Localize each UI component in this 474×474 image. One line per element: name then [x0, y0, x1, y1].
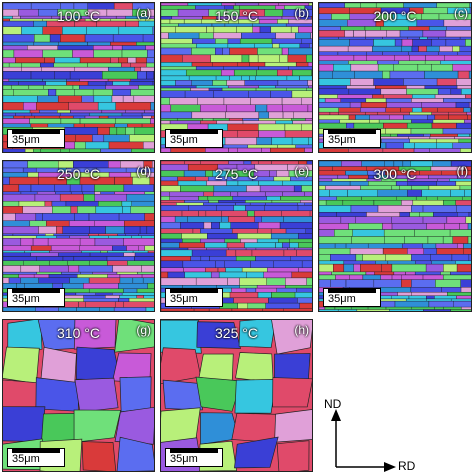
- ebsd-map-b: [161, 3, 312, 152]
- panel-tag: (a): [136, 6, 151, 20]
- panel-temperature: 275 °C: [215, 166, 258, 182]
- scale-bar-line: [170, 449, 218, 453]
- ebsd-panel-h: 325 °C (h) 35μm: [160, 319, 313, 472]
- scale-bar: 35μm: [7, 129, 65, 148]
- panel-tag: (b): [294, 6, 309, 20]
- ebsd-panel-a: 100 °C (a) 35μm: [2, 2, 155, 153]
- scale-bar: 35μm: [323, 129, 381, 148]
- ebsd-panel-g: 310 °C (g) 35μm: [2, 319, 155, 472]
- panel-temperature: 325 °C: [215, 325, 258, 341]
- scale-bar: 35μm: [165, 448, 223, 467]
- ebsd-map-c: [319, 3, 471, 152]
- scale-bar: 35μm: [165, 129, 223, 148]
- scale-bar-line: [170, 289, 218, 293]
- scale-bar-label: 35μm: [170, 293, 198, 305]
- panel-tag: (f): [456, 164, 468, 178]
- panel-tag: (d): [136, 164, 151, 178]
- panel-temperature: 250 °C: [57, 166, 100, 182]
- ebsd-panel-c: 200 °C (c) 35μm: [318, 2, 472, 153]
- scale-bar-line: [170, 130, 218, 134]
- scale-bar: 35μm: [323, 288, 381, 307]
- scale-bar-label: 35μm: [328, 293, 356, 305]
- scale-bar-line: [12, 130, 60, 134]
- scale-bar-line: [12, 449, 60, 453]
- orientation-axes: ND RD: [318, 395, 474, 474]
- scale-bar-label: 35μm: [328, 134, 356, 146]
- ebsd-map-f: [319, 161, 471, 311]
- panel-temperature: 200 °C: [373, 8, 417, 24]
- scale-bar: 35μm: [7, 448, 65, 467]
- ebsd-map-g: [3, 320, 154, 471]
- axis-label-nd: ND: [324, 397, 342, 411]
- scale-bar-line: [328, 130, 376, 134]
- scale-bar-line: [12, 289, 60, 293]
- panel-temperature: 300 °C: [373, 166, 417, 182]
- axis-label-rd: RD: [398, 459, 416, 473]
- scale-bar-line: [328, 289, 376, 293]
- ebsd-panel-e: 275 °C (e) 35μm: [160, 160, 313, 312]
- scale-bar-label: 35μm: [12, 293, 40, 305]
- panel-tag: (e): [294, 164, 309, 178]
- panel-tag: (h): [294, 323, 309, 337]
- ebsd-panel-f: 300 °C (f) 35μm: [318, 160, 472, 312]
- panel-tag: (g): [136, 323, 151, 337]
- scale-bar-label: 35μm: [12, 453, 40, 465]
- panel-temperature: 310 °C: [57, 325, 100, 341]
- ebsd-map-e: [161, 161, 312, 311]
- axes-arrows-icon: [331, 409, 396, 472]
- ebsd-panel-d: 250 °C (d) 35μm: [2, 160, 155, 312]
- scale-bar-label: 35μm: [12, 134, 40, 146]
- panel-temperature: 150 °C: [215, 8, 258, 24]
- scale-bar: 35μm: [165, 288, 223, 307]
- scale-bar-label: 35μm: [170, 134, 198, 146]
- ebsd-panel-b: 150 °C (b) 35μm: [160, 2, 313, 153]
- panel-temperature: 100 °C: [57, 8, 100, 24]
- scale-bar: 35μm: [7, 288, 65, 307]
- scale-bar-label: 35μm: [170, 453, 198, 465]
- panel-tag: (c): [454, 6, 468, 20]
